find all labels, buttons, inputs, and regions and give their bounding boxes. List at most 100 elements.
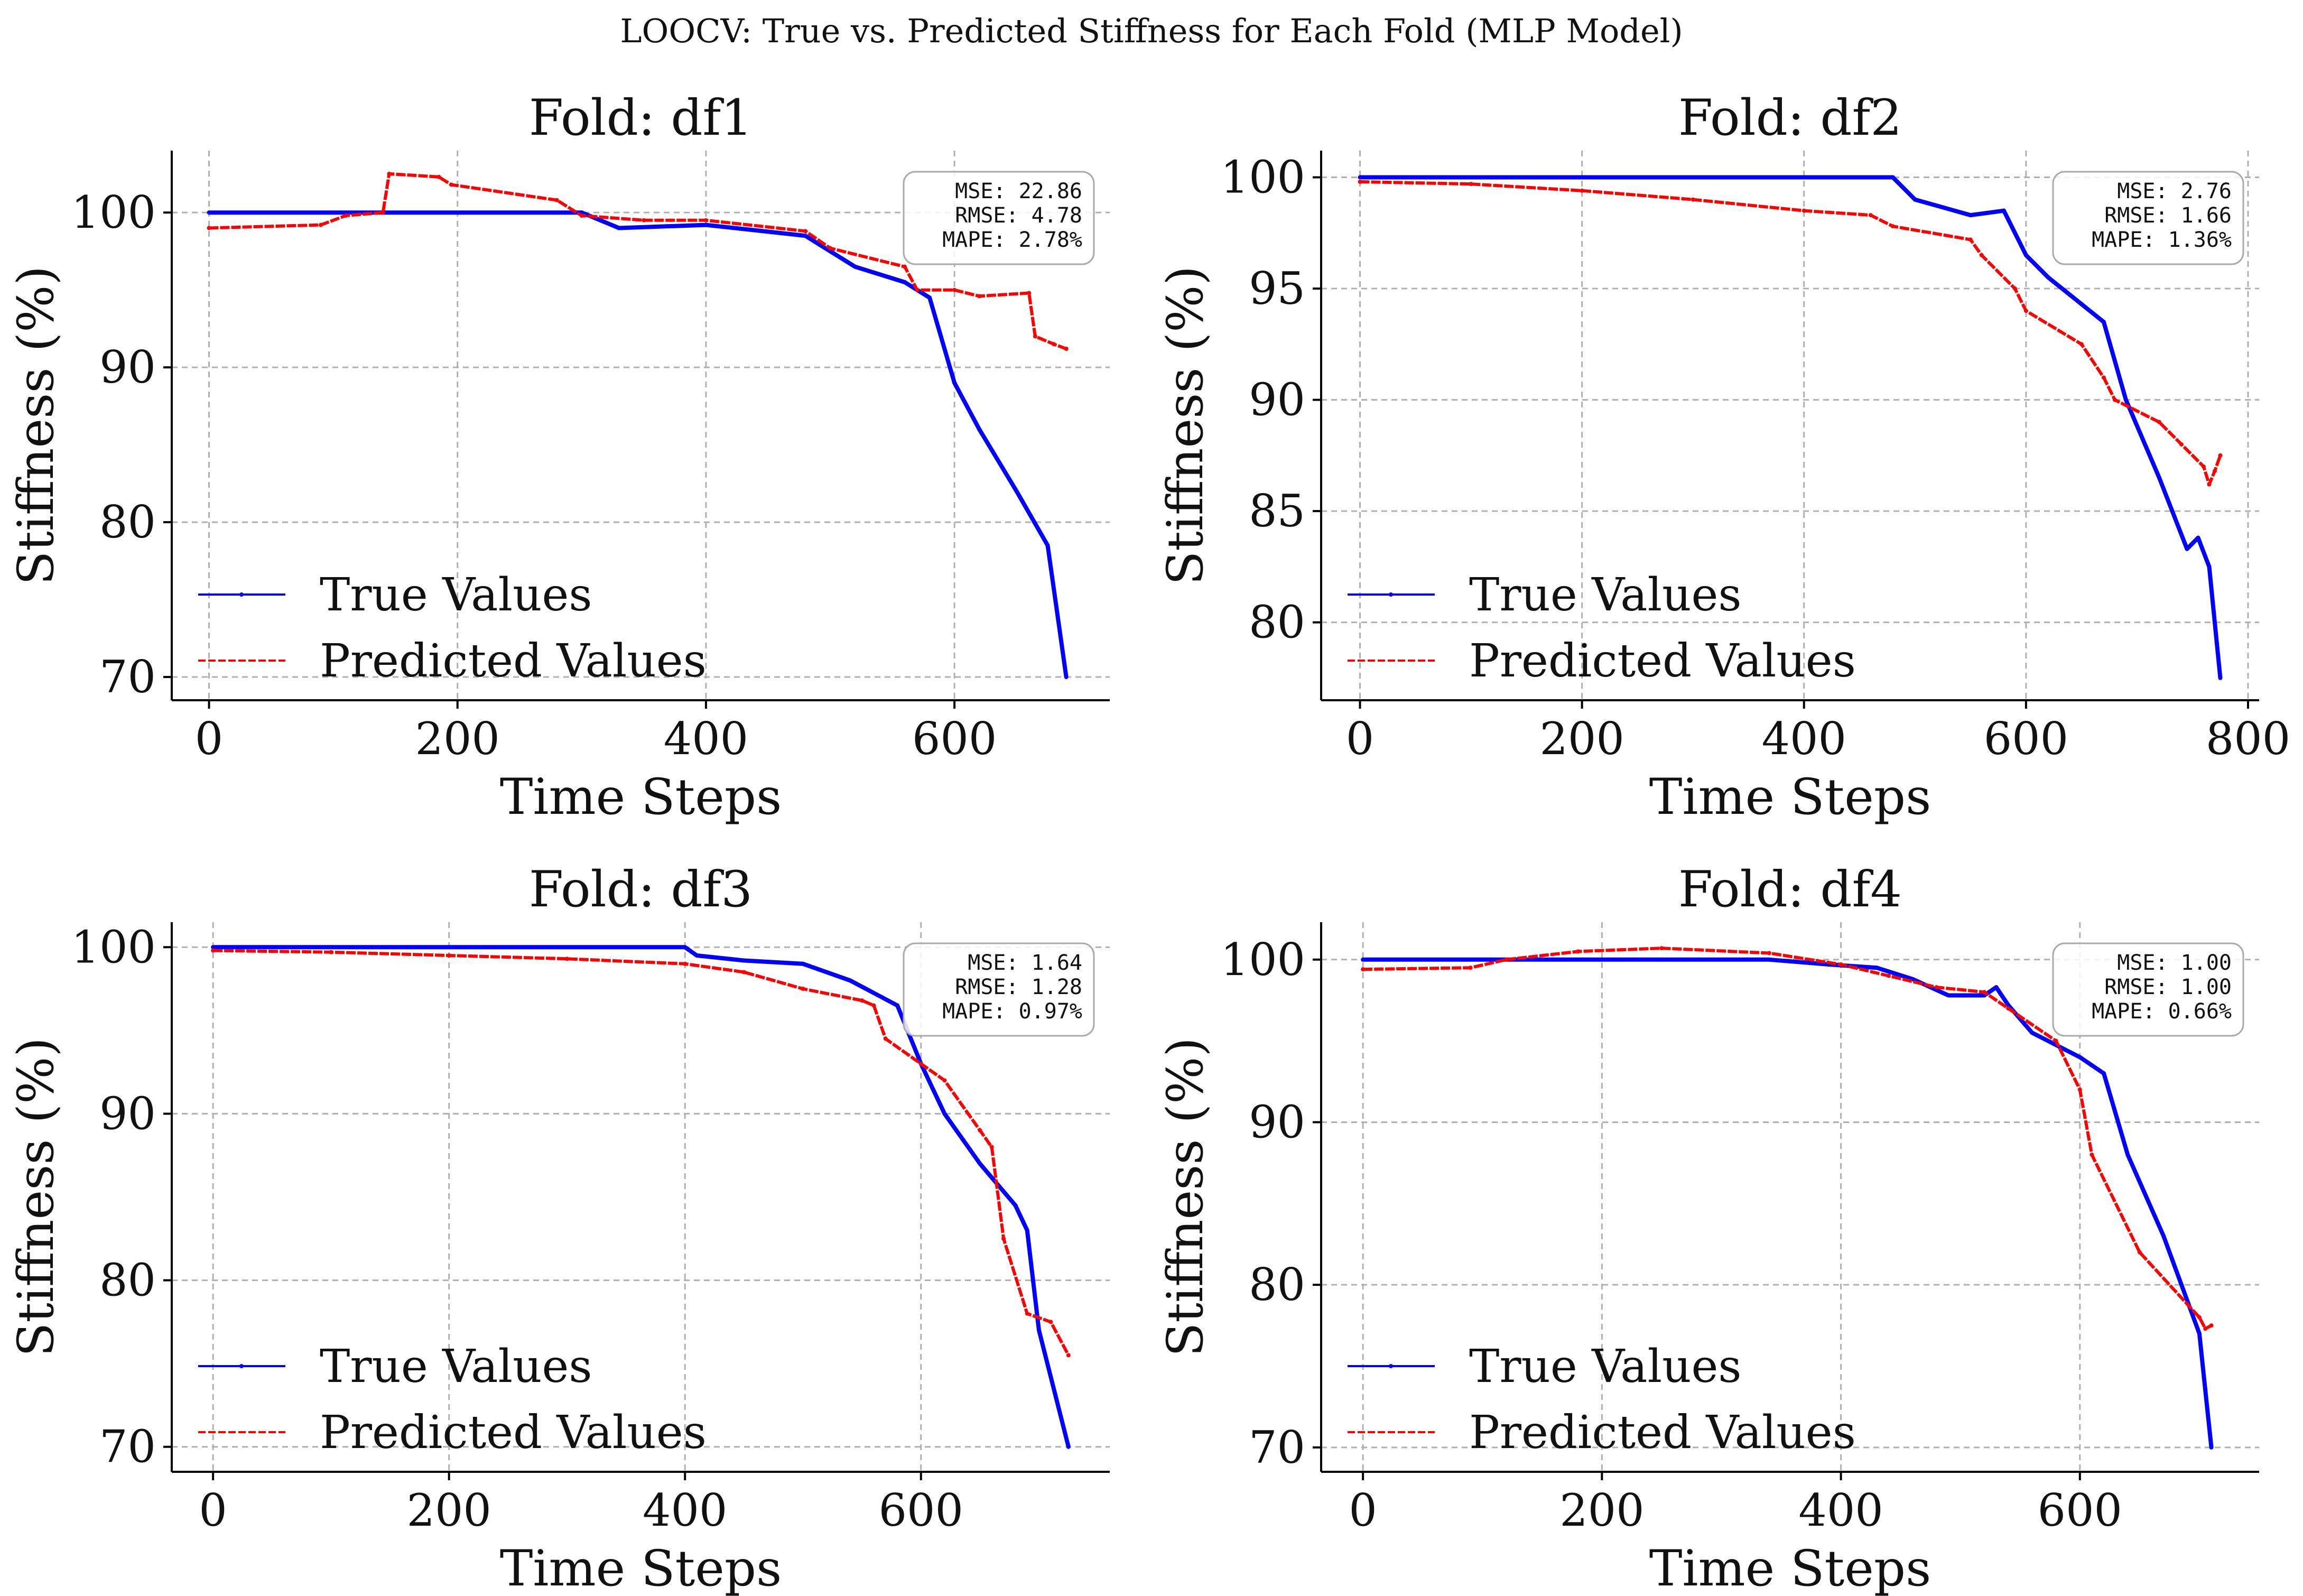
- x-axis-label: Time Steps: [1649, 1540, 1931, 1596]
- predicted-value-point: [942, 1078, 947, 1083]
- true-value-point: [1968, 213, 1973, 218]
- metric-text: MSE: 1.64: [968, 951, 1082, 975]
- predicted-value-point: [211, 948, 216, 953]
- y-tick-label: 100: [1221, 152, 1305, 203]
- predicted-value-point: [1580, 188, 1584, 193]
- true-value-point: [848, 978, 852, 983]
- chart-panel-3: 0 200 400 600 70 80 90 100 Fold: df3 Time Steps St…: [7, 861, 1110, 1596]
- predicted-value-point: [989, 1145, 994, 1149]
- y-tick-label: 70: [99, 1421, 156, 1473]
- y-tick-label: 70: [99, 651, 156, 703]
- x-tick-label: 200: [1559, 1484, 1644, 1536]
- predicted-value-point: [437, 174, 441, 179]
- x-tick-label: 400: [643, 1484, 727, 1536]
- true-value-point: [1361, 957, 1366, 962]
- predicted-value-point: [1691, 197, 1695, 202]
- legend-true-marker: [1389, 592, 1393, 597]
- panel-title: Fold: df2: [1678, 89, 1902, 147]
- x-tick-label: 600: [912, 713, 997, 765]
- true-value-point: [2046, 275, 2050, 280]
- predicted-value-point: [871, 1003, 876, 1008]
- true-value-point: [2079, 302, 2084, 307]
- true-value-point: [211, 945, 216, 950]
- true-value-point: [2023, 253, 2028, 257]
- true-value-point: [1014, 489, 1019, 494]
- true-value-point: [2185, 546, 2189, 551]
- panel-title: Fold: df4: [1678, 861, 1902, 918]
- predicted-value-point: [2218, 453, 2223, 458]
- true-value-point: [2077, 1055, 2082, 1060]
- metric-text: MSE: 22.86: [955, 179, 1082, 203]
- predicted-value-point: [447, 953, 451, 958]
- predicted-value-point: [828, 246, 833, 250]
- legend-label: Predicted Values: [320, 635, 707, 688]
- figure-title: LOOCV: True vs. Predicted Stiffness for …: [620, 12, 1683, 50]
- predicted-value-point: [1025, 1311, 1029, 1316]
- predicted-value-point: [952, 287, 957, 292]
- legend-label: True Values: [320, 569, 592, 621]
- predicted-value-point: [2209, 1323, 2214, 1328]
- true-value-point: [1025, 1228, 1029, 1233]
- predicted-value-point: [741, 970, 746, 975]
- predicted-value-point: [1033, 334, 1037, 339]
- true-value-point: [2161, 1233, 2166, 1238]
- predicted-values-line: [213, 949, 1070, 1356]
- true-value-point: [2157, 475, 2161, 480]
- true-value-point: [1994, 985, 1999, 990]
- true-value-point: [903, 280, 907, 285]
- true-value-point: [2102, 1071, 2106, 1076]
- true-value-point: [207, 210, 211, 215]
- y-tick-label: 80: [1249, 1259, 1305, 1311]
- predicted-value-point: [387, 171, 392, 176]
- metric-text: RMSE: 1.66: [2104, 203, 2232, 228]
- y-tick-label: 100: [71, 187, 156, 238]
- legend-label: True Values: [320, 1340, 592, 1393]
- true-value-point: [801, 961, 805, 966]
- true-value-point: [977, 427, 982, 432]
- predicted-value-point: [2157, 420, 2161, 424]
- metric-text: RMSE: 1.00: [2104, 975, 2232, 999]
- legend-label: Predicted Values: [1469, 1406, 1856, 1459]
- x-tick-label: 600: [1984, 713, 2068, 765]
- predicted-value-point: [2207, 482, 2212, 487]
- x-tick-label: 400: [664, 713, 748, 765]
- legend-label: Predicted Values: [1469, 635, 1856, 688]
- predicted-value-point: [2090, 1153, 2094, 1157]
- y-tick-label: 70: [1249, 1422, 1305, 1473]
- metric-text: RMSE: 1.28: [955, 975, 1082, 999]
- predicted-value-point: [2101, 375, 2106, 380]
- predicted-value-point: [918, 1061, 923, 1066]
- predicted-value-point: [1982, 990, 1986, 995]
- metric-text: MAPE: 0.66%: [2092, 999, 2232, 1024]
- predicted-value-point: [207, 226, 211, 230]
- predicted-value-point: [642, 218, 646, 222]
- predicted-value-point: [1358, 179, 1362, 184]
- predicted-value-point: [2112, 397, 2117, 402]
- y-axis-label: Stiffness (%): [7, 1037, 65, 1357]
- predicted-value-point: [1801, 208, 1806, 213]
- true-value-point: [2125, 1153, 2130, 1157]
- true-value-point: [952, 381, 957, 385]
- panel-title: Fold: df3: [529, 861, 753, 918]
- predicted-value-point: [343, 214, 348, 218]
- true-value-point: [2001, 208, 2006, 213]
- true-value-point: [2207, 564, 2212, 569]
- y-tick-label: 85: [1249, 485, 1305, 537]
- metric-text: RMSE: 4.78: [955, 203, 1082, 228]
- true-value-point: [1037, 1328, 1042, 1333]
- y-tick-label: 80: [99, 1255, 156, 1306]
- predicted-value-point: [2023, 309, 2028, 313]
- true-value-point: [942, 1111, 947, 1116]
- predicted-values-line: [1360, 180, 2222, 486]
- predicted-value-point: [683, 961, 688, 966]
- predicted-value-point: [1027, 291, 1032, 295]
- y-tick-label: 80: [1249, 597, 1305, 648]
- metric-text: MAPE: 0.97%: [942, 999, 1082, 1024]
- true-value-point: [1874, 966, 1879, 970]
- predicted-value-point: [803, 229, 808, 234]
- true-value-point: [853, 264, 858, 269]
- predicted-value-point: [2079, 342, 2084, 347]
- predicted-value-point: [1979, 253, 1984, 257]
- true-value-point: [2030, 1031, 2035, 1035]
- true-value-point: [1946, 993, 1951, 998]
